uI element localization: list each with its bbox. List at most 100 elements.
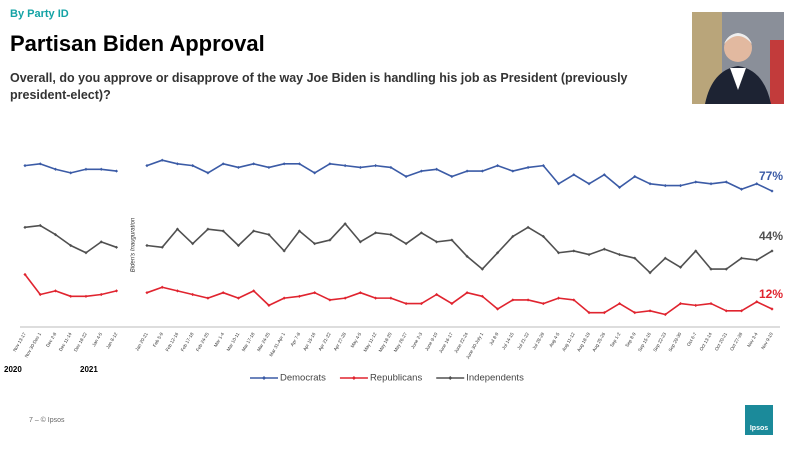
point [328, 162, 332, 166]
point [770, 249, 774, 253]
point [404, 242, 408, 246]
point [191, 242, 195, 246]
point [755, 300, 759, 304]
year-label: 2020 [4, 365, 22, 374]
point [739, 256, 744, 260]
point [358, 291, 362, 295]
point [282, 296, 286, 300]
point [282, 162, 286, 166]
point [541, 234, 545, 239]
point [252, 162, 256, 166]
point [84, 251, 88, 255]
point [374, 231, 378, 235]
point [84, 294, 88, 298]
point [648, 309, 652, 313]
point [739, 187, 744, 191]
point [694, 249, 698, 253]
point [221, 291, 225, 295]
legend-label: Republicans [370, 373, 423, 384]
point [206, 171, 210, 175]
point [99, 240, 103, 244]
point [236, 243, 241, 248]
point [99, 167, 103, 171]
point [206, 296, 210, 300]
point [267, 165, 271, 170]
point [282, 249, 286, 253]
point [678, 184, 683, 188]
point [160, 285, 164, 289]
point [191, 292, 195, 297]
point [175, 162, 180, 166]
point [694, 180, 698, 184]
point [465, 291, 469, 295]
point [526, 298, 530, 302]
point [541, 164, 545, 168]
point [343, 222, 347, 226]
point [313, 242, 317, 246]
point [191, 164, 195, 168]
point [617, 185, 622, 190]
point [419, 169, 423, 173]
point [678, 265, 683, 269]
point [374, 164, 378, 168]
question: Overall, do you approve or disapprove of… [10, 71, 628, 102]
legend-label: Independents [466, 373, 524, 384]
point [511, 234, 515, 239]
point [23, 164, 27, 168]
point [724, 309, 728, 313]
point [450, 301, 454, 306]
point [480, 267, 484, 271]
point [770, 189, 774, 193]
point [38, 292, 42, 297]
value-label: 12% [759, 287, 783, 301]
point [572, 298, 576, 302]
point [358, 240, 362, 244]
point [770, 307, 774, 311]
logo: Ipsos [745, 405, 773, 435]
point [389, 233, 393, 237]
point [358, 165, 362, 170]
slide-title: Partisan Biden Approval [10, 31, 265, 56]
legend-marker [351, 376, 356, 380]
point [435, 240, 439, 244]
legend-marker [262, 376, 266, 380]
point [602, 173, 606, 177]
logo-text: Ipsos [750, 425, 768, 432]
point [633, 311, 637, 315]
point [419, 231, 423, 235]
point [556, 251, 561, 255]
point [435, 292, 439, 297]
point [145, 243, 149, 248]
point [526, 225, 530, 229]
point [206, 227, 210, 231]
point [404, 174, 408, 179]
value-label: 44% [759, 229, 783, 243]
point [709, 267, 713, 271]
point [678, 301, 683, 306]
point [480, 294, 484, 298]
point [663, 312, 667, 317]
point [114, 169, 119, 173]
point [343, 164, 347, 168]
point [663, 184, 667, 188]
legend-marker [448, 376, 453, 380]
point [23, 272, 27, 277]
point [145, 164, 149, 168]
page-footer: 7 – © Ipsos [29, 416, 65, 424]
section-label: By Party ID [10, 8, 69, 20]
point [38, 162, 42, 166]
point [221, 162, 225, 166]
point [297, 162, 302, 166]
point [541, 301, 545, 306]
point [53, 167, 58, 171]
point [221, 229, 225, 233]
point [160, 158, 164, 162]
point [313, 291, 317, 295]
point [267, 303, 271, 307]
point [328, 238, 332, 242]
point [389, 165, 393, 170]
point [145, 291, 149, 295]
point [602, 311, 606, 315]
